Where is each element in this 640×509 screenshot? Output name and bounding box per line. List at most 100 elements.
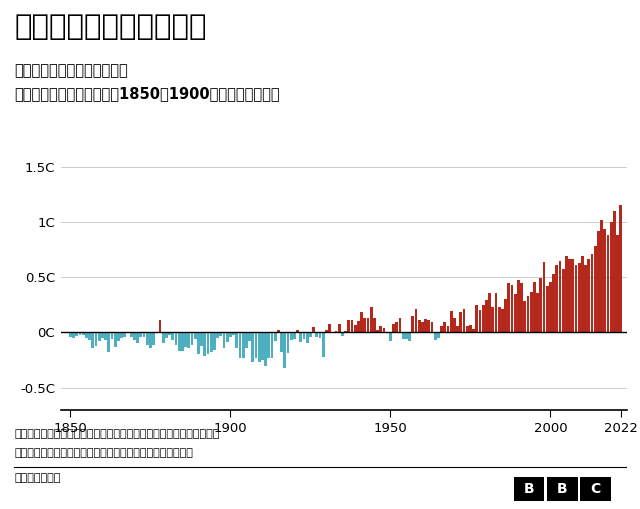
Bar [357,321,360,332]
Bar [514,294,516,332]
Bar [120,332,123,338]
Bar [530,292,532,332]
Bar [386,332,388,333]
Bar [373,318,376,332]
Bar [255,332,257,358]
Bar [303,332,305,339]
Bar [242,332,244,358]
Bar [223,332,225,348]
Bar [367,318,369,332]
Bar [146,332,148,345]
Bar [453,318,456,332]
Bar [197,332,200,354]
Bar [412,316,414,332]
Bar [274,332,276,341]
Bar [226,332,228,343]
Bar [415,309,417,332]
Bar [392,324,395,332]
Bar [476,305,478,332]
Bar [191,332,193,345]
Bar [456,326,459,332]
Text: C: C [590,482,600,496]
Bar [293,332,296,339]
Bar [316,332,318,337]
Bar [517,280,520,332]
Bar [82,332,84,334]
Bar [580,477,611,501]
Bar [546,286,548,332]
Bar [485,300,488,332]
Bar [389,332,392,341]
Bar [568,260,571,332]
Bar [114,332,116,347]
Bar [338,324,340,332]
Bar [168,332,171,334]
Bar [610,222,612,332]
Bar [515,477,545,501]
Bar [559,261,561,332]
Bar [229,332,232,337]
Bar [370,307,372,332]
Bar [597,231,600,332]
Text: 日本気象庁および米バークレー・アースの各データから算出: 日本気象庁および米バークレー・アースの各データから算出 [14,448,193,458]
Bar [562,269,564,332]
Bar [399,318,401,332]
Bar [520,282,523,332]
Bar [472,329,475,332]
Bar [258,332,260,362]
Bar [239,332,241,358]
Bar [328,324,331,332]
Bar [450,312,452,332]
Bar [584,265,587,332]
Bar [280,332,283,352]
Bar [533,281,536,332]
Bar [383,328,385,332]
Bar [207,332,209,354]
Bar [309,332,312,337]
Bar [556,265,558,332]
Bar [181,332,184,351]
Bar [159,320,161,332]
Bar [604,229,606,332]
Bar [124,332,126,337]
Bar [364,318,366,332]
Bar [277,330,280,332]
Bar [204,332,206,356]
Bar [344,331,347,332]
Bar [104,332,107,340]
Bar [335,331,337,332]
Bar [341,332,344,336]
Bar [463,309,465,332]
Bar [152,332,155,345]
Bar [572,260,574,332]
Bar [552,274,555,332]
Bar [98,332,100,341]
Bar [216,332,219,338]
Bar [578,263,580,332]
Text: 化石燃料の使用拡大以前（1850〜1900年）の水準と比較: 化石燃料の使用拡大以前（1850〜1900年）の水準と比較 [14,87,280,101]
Bar [431,322,433,332]
Bar [466,326,468,332]
Bar [418,320,420,332]
Bar [117,332,120,341]
Bar [178,332,180,351]
Bar [72,332,75,338]
Bar [547,477,577,501]
Text: 注：平均気温は英気象庁、米海洋大気庁、欧州中期気象予報センター: 注：平均気温は英気象庁、米海洋大気庁、欧州中期気象予報センター [14,429,220,439]
Bar [482,305,484,332]
Bar [376,330,379,332]
Bar [236,332,238,348]
Bar [488,293,491,332]
Bar [175,332,177,345]
Bar [620,205,622,332]
Bar [268,332,270,358]
Bar [421,322,424,332]
Bar [424,319,427,332]
Bar [354,325,356,332]
Bar [524,301,526,332]
Bar [162,332,164,344]
Bar [252,332,254,362]
Bar [290,332,292,340]
Bar [402,332,404,339]
Bar [600,220,603,332]
